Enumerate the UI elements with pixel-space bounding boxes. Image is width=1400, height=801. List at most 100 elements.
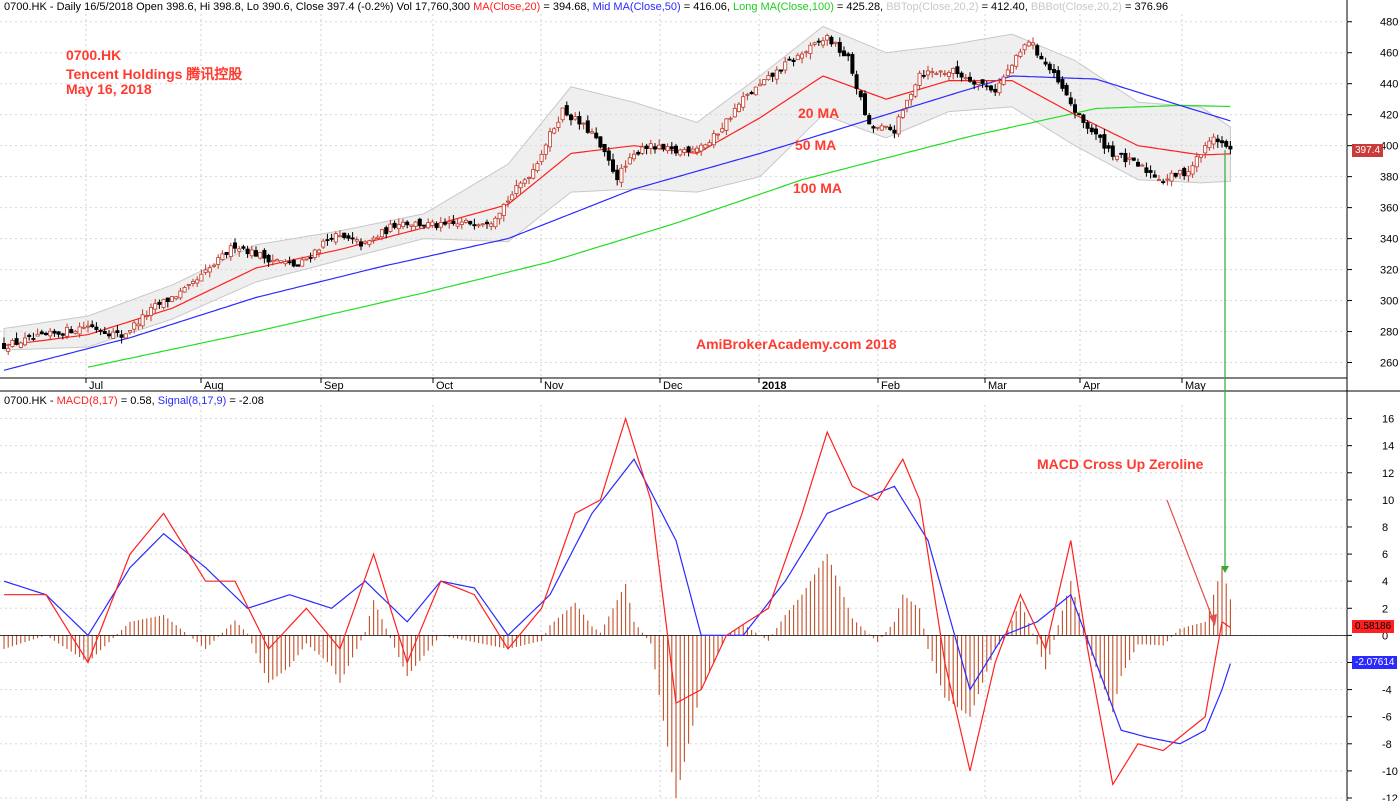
candle-body: [1148, 170, 1153, 173]
macd-tick-label: 16: [1382, 414, 1394, 426]
candle-body: [938, 70, 943, 73]
candle-body: [846, 53, 851, 57]
price-tick-label: 400: [1380, 141, 1398, 153]
candle-body: [468, 220, 473, 225]
candle-body: [1073, 104, 1078, 113]
candle-body: [98, 329, 103, 332]
candle-body: [35, 333, 40, 337]
signal-line: [3, 458, 1231, 745]
candle-body: [661, 143, 666, 150]
candle-body: [195, 279, 200, 284]
candle-body: [358, 241, 363, 247]
candle-body: [27, 334, 32, 337]
header-ma100-label: Long MA(Close,100): [732, 1, 834, 13]
candle-body: [1098, 134, 1103, 138]
macd-tick-label: -4: [1382, 685, 1392, 697]
candle-body: [531, 169, 536, 179]
candle-body: [1056, 70, 1061, 83]
candle-body: [90, 324, 95, 328]
candle-body: [875, 126, 880, 129]
candle-body: [1052, 69, 1057, 73]
candle-body: [972, 81, 977, 85]
annotation-ticker: 0700.HK: [66, 47, 122, 63]
candle-body: [426, 222, 431, 229]
candle-body: [316, 249, 321, 254]
macd-tick-label: 14: [1382, 441, 1394, 453]
candle-body: [392, 222, 397, 228]
candle-body: [346, 235, 351, 239]
candle-body: [1203, 145, 1208, 154]
candle-body: [1186, 171, 1191, 177]
signal-arrow-head: [1221, 566, 1229, 573]
candle-body: [1178, 170, 1183, 175]
candle-body: [476, 224, 481, 227]
candle-body: [413, 221, 418, 227]
candle-body: [1190, 165, 1195, 175]
candle-body: [1106, 145, 1111, 149]
candle-body: [258, 252, 263, 259]
candle-body: [615, 169, 620, 181]
candle-body: [900, 109, 905, 118]
candle-body: [808, 44, 813, 54]
candle-body: [455, 223, 460, 227]
price-tick-label: 320: [1380, 265, 1398, 277]
candle-body: [1047, 63, 1052, 71]
candle-body: [262, 249, 267, 259]
candle-body: [421, 224, 426, 227]
candle-body: [472, 224, 477, 227]
candle-body: [606, 150, 611, 161]
candle-body: [732, 108, 737, 118]
candle-body: [400, 221, 405, 228]
candle-body: [1161, 181, 1166, 184]
candle-body: [1165, 178, 1170, 181]
macd-header-sep: -: [46, 395, 57, 407]
candle-body: [577, 116, 582, 125]
candle-body: [1224, 141, 1229, 147]
macd-tick-label: 10: [1382, 495, 1394, 507]
candle-body: [1123, 152, 1128, 163]
candle-body: [707, 142, 712, 147]
x-tick-label: 2018: [762, 380, 786, 392]
candle-body: [993, 88, 998, 93]
candle-body: [850, 54, 855, 74]
candle-body: [211, 264, 216, 267]
macd-tick-label: 0: [1382, 630, 1388, 642]
annotation-arrow-line: [1166, 499, 1215, 623]
candle-body: [1182, 167, 1187, 177]
candle-body: [249, 249, 254, 257]
candle-body: [216, 257, 221, 265]
candle-body: [144, 315, 149, 318]
candle-body: [1085, 122, 1090, 129]
candle-body: [379, 229, 384, 238]
candle-body: [905, 99, 910, 108]
macd-header-value: = 0.58,: [117, 395, 155, 407]
candle-body: [228, 245, 233, 257]
candle-body: [199, 273, 204, 282]
candle-body: [1068, 97, 1073, 105]
candle-body: [867, 115, 872, 125]
candle-body: [674, 145, 679, 154]
candle-body: [640, 146, 645, 154]
macd-header-symbol: 0700.HK: [4, 395, 47, 407]
candle-body: [354, 239, 359, 242]
candle-body: [1215, 138, 1220, 143]
macd-tick-label: -6: [1382, 712, 1392, 724]
candle-body: [182, 287, 187, 293]
candle-body: [968, 76, 973, 82]
candle-body: [220, 253, 225, 260]
candle-body: [232, 242, 237, 249]
candle-body: [745, 93, 750, 96]
candle-body: [367, 240, 372, 245]
candle-body: [224, 251, 229, 255]
header-ma50-value: = 416.06,: [680, 1, 730, 13]
candle-body: [371, 237, 376, 241]
candle-body: [119, 334, 124, 338]
candle-body: [1005, 69, 1010, 77]
candle-body: [148, 307, 153, 316]
candle-body: [291, 259, 296, 267]
header-ma50-label: Mid MA(Close,50): [592, 1, 681, 13]
candle-body: [984, 85, 989, 88]
ma100-line: [87, 104, 1231, 368]
